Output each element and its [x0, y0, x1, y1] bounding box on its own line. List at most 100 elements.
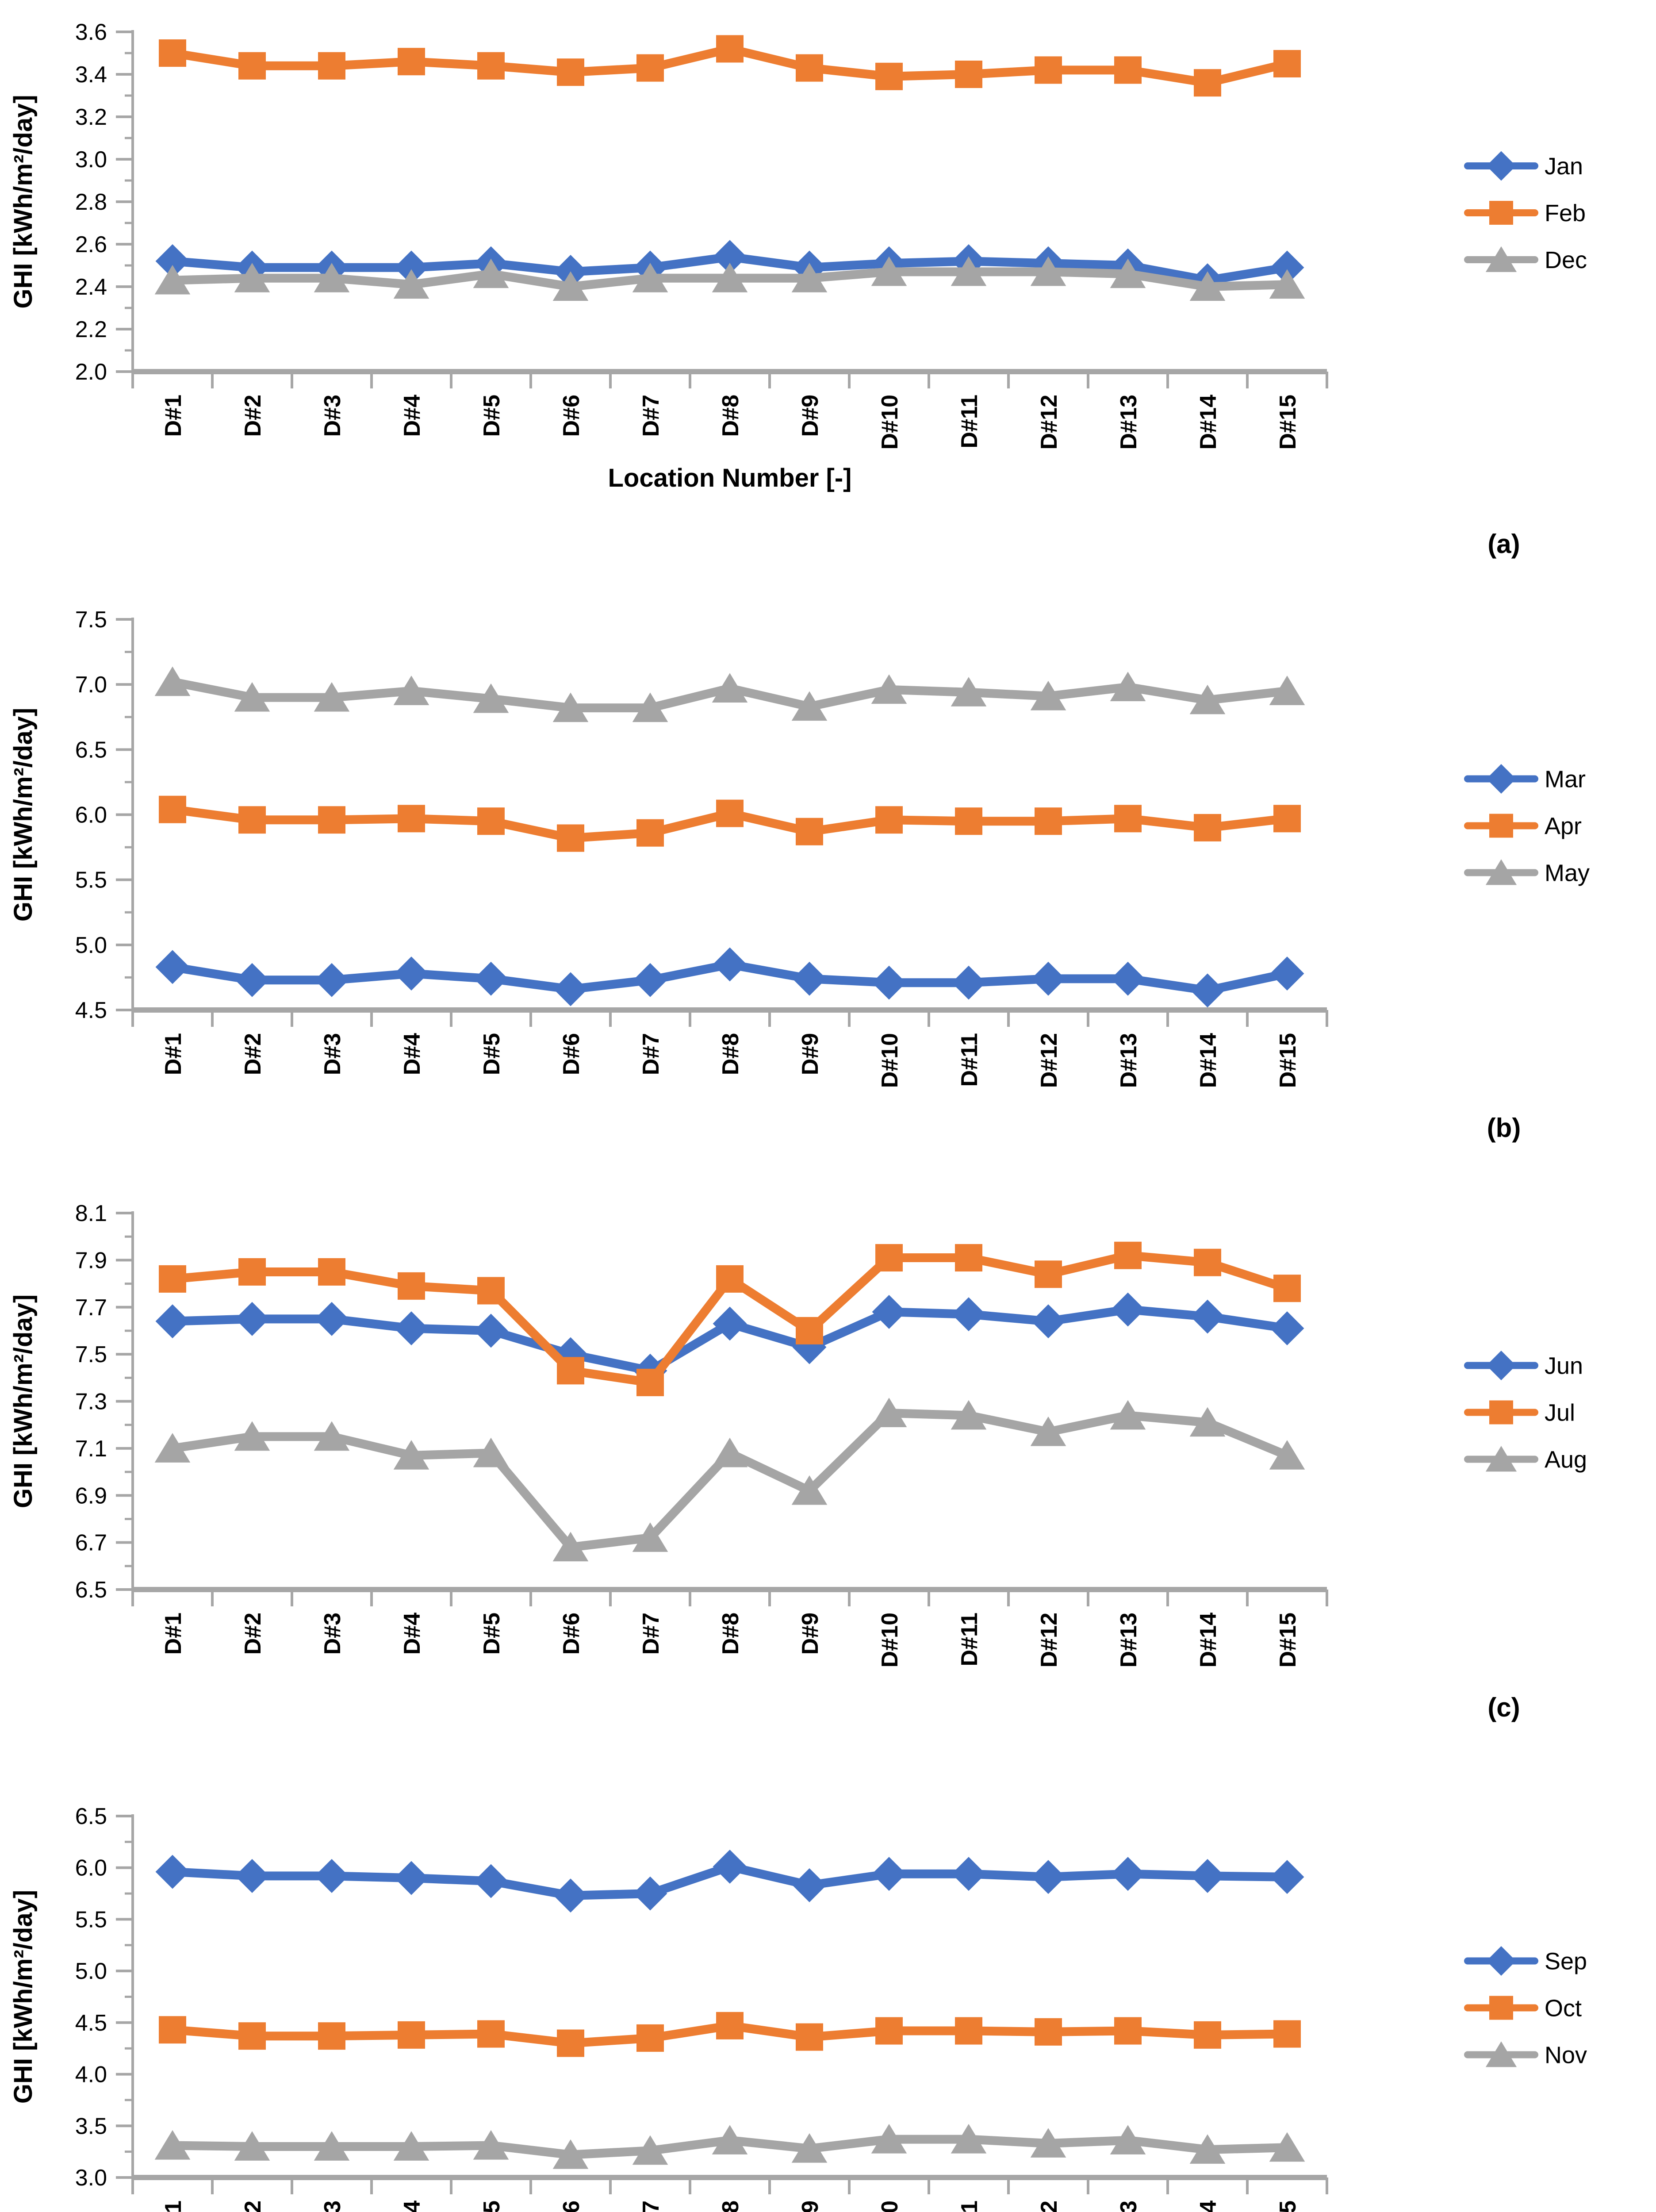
- square-marker-Jul: [318, 1258, 345, 1286]
- triangle-marker-May: [712, 673, 748, 703]
- chart-panel-c: 8.1 7.9 7.7 7.5 7.3 7.1 6.9 6.7 6.5 D#1 D#2 D#3 D#4 D…: [9, 1201, 1587, 1722]
- diamond-marker-Sep: [792, 1868, 827, 1902]
- triangle-marker-Dec: [1030, 256, 1066, 286]
- x-category-label: D#6: [559, 395, 584, 437]
- legend-label-Apr: Apr: [1545, 813, 1582, 840]
- square-marker-Feb: [636, 54, 664, 82]
- triangle-marker-Nov: [154, 2130, 191, 2160]
- square-marker-Feb: [557, 58, 584, 86]
- legend-item-Oct: Oct: [1464, 1995, 1582, 2022]
- x-category-label: D#12: [1036, 2200, 1062, 2212]
- x-category-label: D#14: [1196, 2200, 1221, 2212]
- x-category-label: D#3: [320, 2200, 345, 2212]
- square-marker-Oct: [1035, 2018, 1062, 2046]
- diamond-marker-Jun: [314, 1302, 349, 1336]
- x-category-label: D#14: [1196, 395, 1221, 449]
- x-category-label: D#13: [1116, 2200, 1142, 2212]
- diamond-marker-Mar: [235, 963, 269, 997]
- square-marker-Oct: [1273, 2020, 1301, 2048]
- legend-label-May: May: [1545, 860, 1590, 887]
- square-marker-Jul: [716, 1265, 744, 1293]
- triangle-marker-Dec: [951, 256, 987, 286]
- x-category-label: D#2: [240, 1613, 266, 1655]
- y-tick-label: 6.5: [75, 1804, 107, 1829]
- diamond-marker-Jun: [1031, 1304, 1066, 1339]
- x-category-label: D#8: [718, 1613, 744, 1655]
- square-marker-Oct: [636, 2024, 664, 2052]
- x-category-label: D#9: [797, 1033, 823, 1075]
- square-marker-Feb: [398, 48, 425, 76]
- triangle-marker-Dec: [791, 263, 828, 292]
- legend-label-Oct: Oct: [1545, 1995, 1582, 2022]
- x-category-label: D#8: [718, 2200, 744, 2212]
- diamond-marker-Sep: [1190, 1859, 1225, 1893]
- square-marker-Jul: [955, 1244, 982, 1272]
- triangle-marker-Aug: [1269, 1440, 1305, 1470]
- triangle-marker-Aug: [1030, 1416, 1066, 1446]
- legend-label-Jun: Jun: [1545, 1353, 1583, 1379]
- square-marker-Jul: [636, 1368, 664, 1396]
- diamond-marker-Jun: [155, 1304, 190, 1339]
- square-marker-Feb: [955, 61, 982, 88]
- y-tick-label: 8.1: [75, 1201, 107, 1226]
- legend-diamond-icon: [1486, 151, 1516, 181]
- panel-letter: (c): [1487, 1693, 1520, 1722]
- triangle-marker-Nov: [791, 2133, 828, 2163]
- x-category-label: D#15: [1275, 2200, 1301, 2212]
- diamond-marker-Jun: [951, 1297, 986, 1332]
- y-tick-label: 5.5: [75, 1907, 107, 1932]
- diamond-marker-Jun: [235, 1302, 269, 1336]
- diamond-marker-Sep: [314, 1859, 349, 1893]
- triangle-marker-Dec: [871, 256, 907, 286]
- diamond-marker-Sep: [633, 1876, 667, 1911]
- legend-item-May: May: [1464, 859, 1590, 887]
- diamond-marker-Mar: [553, 972, 588, 1006]
- legend-item-Feb: Feb: [1464, 200, 1586, 227]
- y-tick-label: 6.7: [75, 1530, 107, 1556]
- triangle-marker-Dec: [234, 263, 270, 292]
- diamond-marker-Mar: [155, 950, 190, 984]
- diamond-marker-Jun: [394, 1311, 429, 1346]
- diamond-marker-Sep: [713, 1849, 747, 1884]
- legend-item-Jun: Jun: [1464, 1351, 1583, 1380]
- x-category-label: D#1: [161, 2200, 186, 2212]
- y-tick-label: 2.8: [75, 189, 107, 215]
- square-marker-Oct: [318, 2022, 345, 2050]
- square-marker-Oct: [955, 2017, 982, 2045]
- square-marker-Oct: [796, 2023, 823, 2051]
- square-marker-Apr: [398, 805, 425, 833]
- x-category-label: D#13: [1116, 1613, 1142, 1667]
- legend-label-Sep: Sep: [1545, 1948, 1587, 1975]
- triangle-marker-Aug: [632, 1522, 668, 1552]
- triangle-marker-May: [1189, 684, 1226, 714]
- y-axis-title: GHI [kWh/m²/day]: [9, 708, 38, 922]
- y-tick-label: 7.9: [75, 1248, 107, 1273]
- x-category-label: D#10: [877, 2200, 903, 2212]
- legend-diamond-icon: [1486, 764, 1516, 794]
- y-tick-label: 4.5: [75, 2010, 107, 2036]
- triangle-marker-May: [632, 692, 668, 722]
- legend-square-icon: [1489, 1400, 1513, 1425]
- x-category-label: D#3: [320, 1033, 345, 1075]
- y-tick-label: 7.3: [75, 1389, 107, 1415]
- x-category-label: D#14: [1196, 1033, 1221, 1088]
- square-marker-Jul: [1194, 1248, 1221, 1276]
- y-tick-label: 2.6: [75, 232, 107, 257]
- x-category-label: D#3: [320, 395, 345, 437]
- diamond-marker-Mar: [872, 965, 906, 1000]
- x-category-label: D#10: [877, 1613, 903, 1667]
- square-marker-Apr: [318, 806, 345, 834]
- square-marker-Apr: [716, 799, 744, 827]
- square-marker-Oct: [238, 2022, 266, 2050]
- triangle-marker-Aug: [712, 1437, 748, 1467]
- diamond-marker-Mar: [951, 965, 986, 1000]
- diamond-marker-Sep: [155, 1855, 190, 1889]
- diamond-marker-Sep: [394, 1861, 429, 1895]
- diamond-marker-Mar: [1031, 961, 1066, 996]
- legend-label-Nov: Nov: [1545, 2042, 1587, 2069]
- square-marker-Apr: [557, 824, 584, 852]
- square-marker-Jul: [796, 1317, 823, 1344]
- y-tick-label: 3.0: [75, 147, 107, 173]
- y-tick-label: 6.5: [75, 737, 107, 763]
- legend-triangle-icon: [1485, 246, 1517, 272]
